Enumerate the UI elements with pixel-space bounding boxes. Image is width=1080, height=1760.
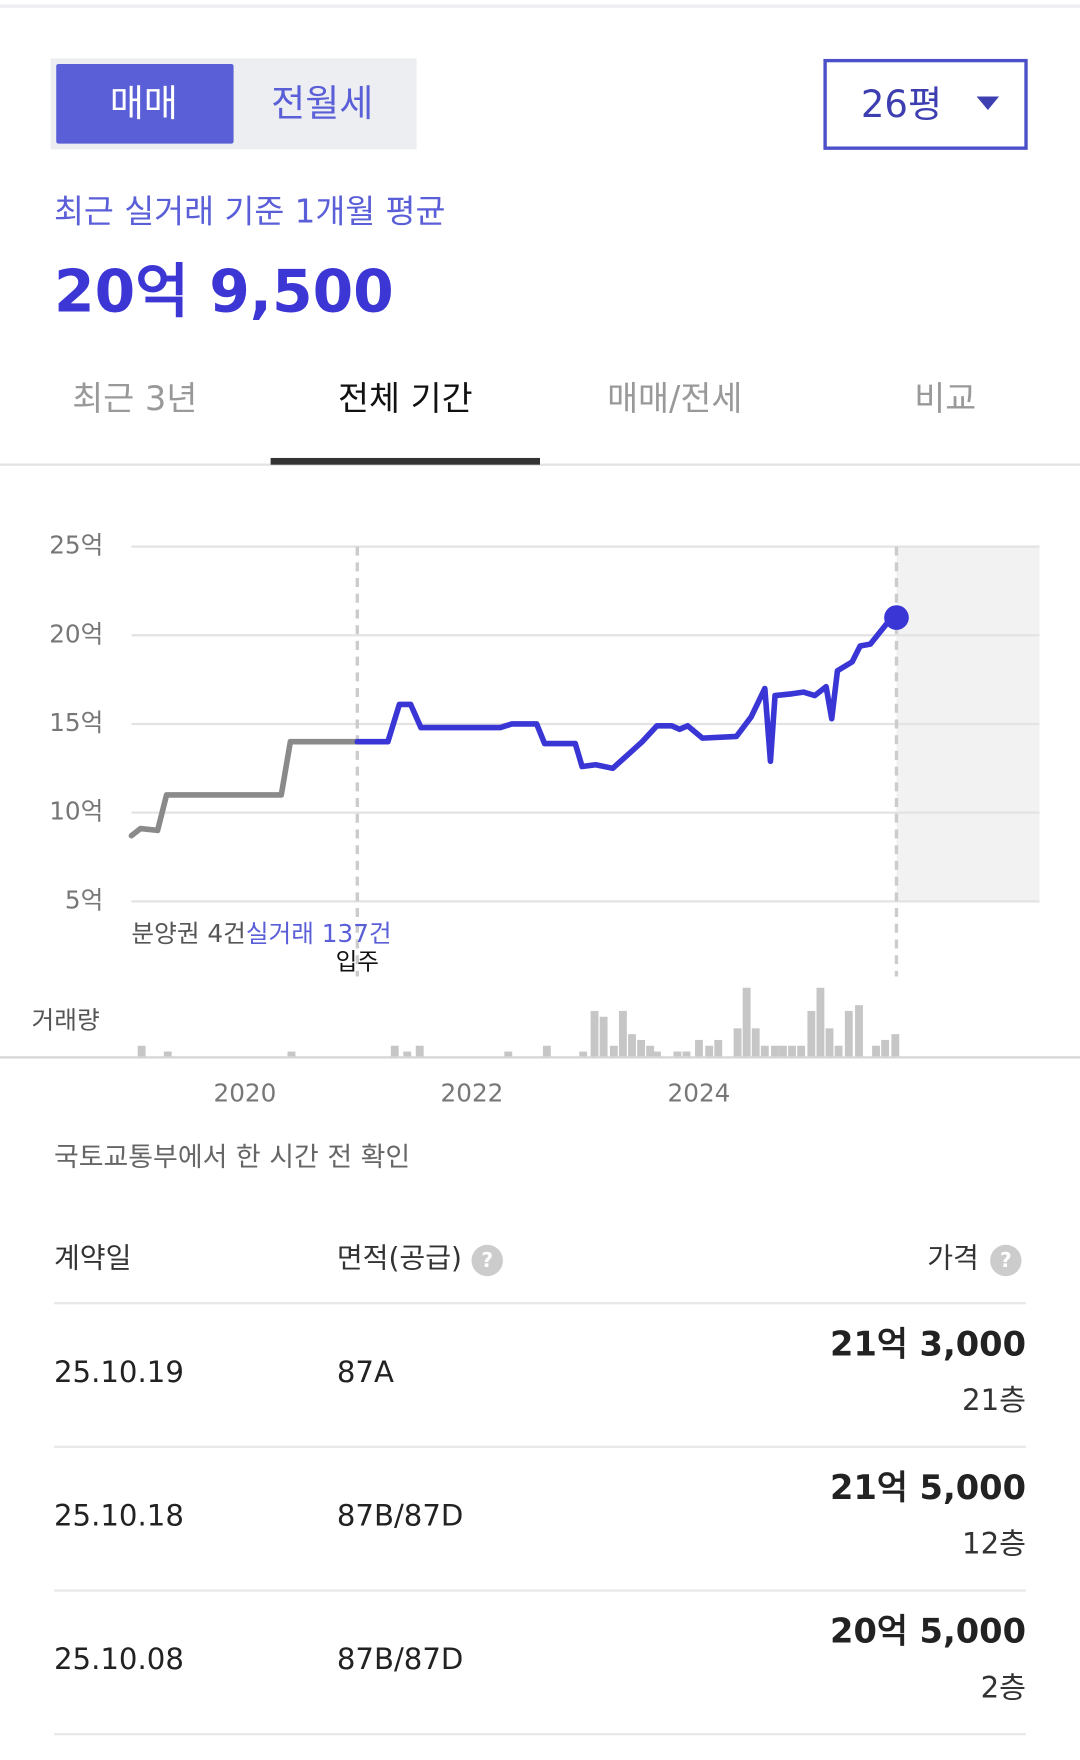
size-dropdown[interactable] bbox=[823, 58, 1028, 150]
volume-bar bbox=[825, 1028, 834, 1058]
volume-bar bbox=[390, 1045, 399, 1058]
summary-label: 최근 실거래 기준 1개월 평균 bbox=[54, 192, 445, 230]
volume-bar bbox=[714, 1039, 723, 1058]
volume-bar bbox=[788, 1045, 796, 1058]
volume-bar bbox=[682, 1051, 691, 1058]
row-date: 25.10.18 bbox=[54, 1499, 184, 1533]
row-area: 87B/87D bbox=[337, 1642, 464, 1676]
volume-bar bbox=[590, 1010, 599, 1058]
row-date: 25.10.08 bbox=[54, 1642, 184, 1676]
x-tick-label: 2022 bbox=[441, 1078, 504, 1107]
dropdown-arrow bbox=[976, 96, 1000, 110]
x-tick-label: 2024 bbox=[668, 1078, 731, 1107]
volume-bar bbox=[504, 1051, 513, 1058]
y-tick-label: 5억 bbox=[65, 885, 103, 914]
table-rows: 25.10.19 87A 21억 3,000 21층 25.10.18 87B/87D 21… bbox=[53, 1302, 1027, 1736]
price-line bbox=[354, 614, 900, 772]
volume-bar bbox=[609, 1045, 618, 1058]
volume-bar bbox=[653, 1051, 661, 1058]
tab[interactable]: 최근 3년 bbox=[72, 379, 197, 418]
tab[interactable]: 매매/전세 bbox=[607, 379, 742, 418]
row-divider bbox=[53, 1445, 1027, 1448]
tab[interactable]: 전체 기간 bbox=[338, 379, 473, 418]
row-price: 20억 5,000 bbox=[830, 1612, 1026, 1651]
table-header: 가격 bbox=[927, 1241, 979, 1274]
y-tick-label: 20억 bbox=[49, 619, 103, 648]
svg-text:?: ? bbox=[481, 1248, 493, 1272]
current-point bbox=[884, 605, 909, 630]
volume-bar bbox=[844, 1010, 853, 1058]
volume-bar bbox=[415, 1045, 424, 1058]
row-floor: 2층 bbox=[981, 1670, 1026, 1704]
volume-bar bbox=[779, 1045, 787, 1058]
volume-bar bbox=[705, 1045, 714, 1058]
trade-label: 실거래 137건 bbox=[246, 919, 392, 948]
row-divider bbox=[53, 1302, 1027, 1305]
volume-bar bbox=[618, 1010, 627, 1058]
y-tick-label: 25억 bbox=[49, 531, 103, 560]
volume-bar bbox=[637, 1039, 646, 1058]
table-header: 계약일 bbox=[54, 1241, 131, 1274]
presale-label: 분양권 4건 bbox=[131, 919, 245, 948]
row-area: 87B/87D bbox=[337, 1499, 464, 1533]
volume-bar bbox=[855, 1005, 863, 1058]
move-in-label: 입주 bbox=[336, 948, 379, 976]
volume-bar bbox=[771, 1045, 779, 1058]
svg-text:?: ? bbox=[1000, 1248, 1012, 1272]
volume-bar bbox=[834, 1045, 843, 1058]
source-note: 국토교통부에서 한 시간 전 확인 bbox=[54, 1142, 410, 1173]
price-line bbox=[128, 738, 361, 839]
volume-bar bbox=[137, 1045, 146, 1058]
volume-bar bbox=[733, 1028, 742, 1058]
volume-bar bbox=[881, 1039, 890, 1058]
top-divider bbox=[0, 4, 1080, 8]
table-header: 면적(공급) bbox=[337, 1241, 462, 1274]
volume-bar bbox=[646, 1045, 655, 1058]
size-value: 26평 bbox=[861, 83, 942, 126]
volume-bar bbox=[816, 987, 825, 1058]
volume-bar bbox=[760, 1045, 769, 1058]
volume-bar bbox=[599, 1016, 608, 1058]
row-floor: 12층 bbox=[962, 1527, 1026, 1561]
volume-bar bbox=[797, 1045, 806, 1058]
summary-price: 20억 9,500 bbox=[54, 257, 394, 325]
row-price: 21억 5,000 bbox=[830, 1468, 1026, 1507]
row-divider bbox=[53, 1589, 1027, 1592]
row-divider bbox=[53, 1733, 1027, 1736]
row-area: 87A bbox=[337, 1355, 394, 1389]
volume-bar bbox=[579, 1051, 588, 1058]
tab[interactable]: 비교 bbox=[914, 379, 976, 418]
x-tick-label: 2020 bbox=[214, 1078, 277, 1107]
volume-bar bbox=[628, 1034, 636, 1058]
y-tick-label: 10억 bbox=[49, 797, 103, 826]
row-floor: 21층 bbox=[962, 1383, 1026, 1417]
tab-underline bbox=[270, 457, 540, 465]
volume-bar bbox=[742, 987, 751, 1058]
help-icon[interactable]: ? bbox=[471, 1244, 503, 1277]
volume-label: 거래량 bbox=[32, 1005, 100, 1034]
volume-bar bbox=[403, 1051, 412, 1058]
toggle-active[interactable] bbox=[56, 63, 234, 144]
volume-bar bbox=[163, 1051, 172, 1058]
volume-bar bbox=[542, 1045, 551, 1058]
volume-bar bbox=[872, 1045, 880, 1058]
volume-bar bbox=[287, 1051, 296, 1058]
row-price: 21억 3,000 bbox=[830, 1324, 1026, 1363]
volume-bar bbox=[695, 1039, 703, 1058]
volume-bar bbox=[751, 1028, 760, 1058]
toggle-option[interactable]: 매매 bbox=[110, 82, 178, 125]
volume-bar bbox=[891, 1034, 900, 1058]
volume-bar bbox=[807, 1010, 816, 1058]
row-date: 25.10.19 bbox=[54, 1355, 184, 1389]
help-icon[interactable]: ? bbox=[990, 1244, 1022, 1277]
toggle-option[interactable]: 전월세 bbox=[271, 82, 373, 125]
volume-bar bbox=[673, 1051, 682, 1058]
y-tick-label: 15억 bbox=[49, 708, 103, 737]
